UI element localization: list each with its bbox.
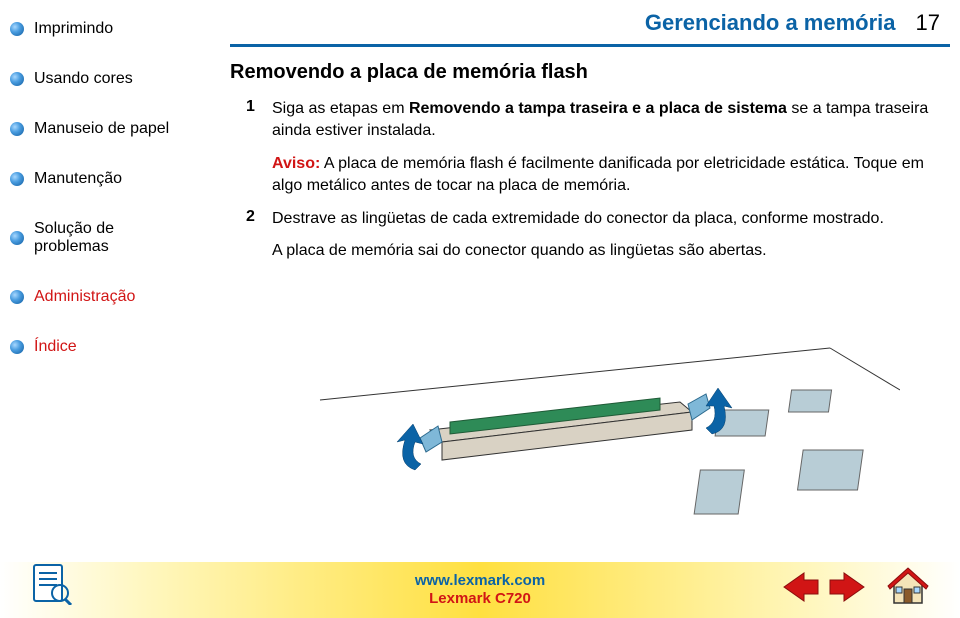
step-body: Siga as etapas em Removendo a tampa tras… [272,98,950,141]
warning-text: A placa de memória flash é facilmente da… [272,155,924,194]
step-body: Destrave as lingüetas de cada extremidad… [272,208,884,261]
footer-link[interactable]: www.lexmark.com [415,572,545,590]
page-number: 17 [916,10,940,36]
section-title: Removendo a placa de memória flash [230,61,950,84]
nav-label: Índice [34,338,77,356]
footer-center: www.lexmark.com Lexmark C720 [415,572,545,608]
bullet-icon [10,22,24,36]
sidebar: Imprimindo Usando cores Manuseio de pape… [0,0,220,618]
header-divider [230,44,950,47]
memory-board-illustration [260,330,900,530]
nav-label: Administração [34,288,135,306]
footer-product: Lexmark C720 [415,590,545,608]
step-number: 1 [246,98,262,116]
warning-label: Aviso: [272,155,320,172]
header-row: Gerenciando a memória 17 [230,10,950,36]
nav-solucao-problemas[interactable]: Solução de problemas [10,220,210,256]
step-1: 1 Siga as etapas em Removendo a tampa tr… [230,98,950,141]
nav-usando-cores[interactable]: Usando cores [10,70,210,88]
nav-label: Manuseio de papel [34,120,169,138]
nav-imprimindo[interactable]: Imprimindo [10,20,210,38]
step-number: 2 [246,208,262,226]
warning-block: Aviso: A placa de memória flash é facilm… [272,153,950,196]
step-2: 2 Destrave as lingüetas de cada extremid… [230,208,950,261]
bullet-icon [10,290,24,304]
home-button[interactable] [884,563,932,612]
bullet-icon [10,72,24,86]
step-prefix: Siga as etapas em [272,100,409,117]
footer: www.lexmark.com Lexmark C720 [0,562,960,618]
bullet-icon [10,231,24,245]
page-title: Gerenciando a memória [645,10,896,36]
nav-label: Usando cores [34,70,133,88]
step-after: A placa de memória sai do conector quand… [272,240,884,262]
step-text: Destrave as lingüetas de cada extremidad… [272,210,884,227]
nav-administracao[interactable]: Administração [10,288,210,306]
bullet-icon [10,340,24,354]
nav-manuseio-papel[interactable]: Manuseio de papel [10,120,210,138]
nav-label: Manutenção [34,170,122,188]
nav-manutencao[interactable]: Manutenção [10,170,210,188]
page-icon [28,561,72,610]
bullet-icon [10,122,24,136]
next-page-button[interactable] [828,571,868,608]
nav-label: Imprimindo [34,20,113,38]
nav-indice[interactable]: Índice [10,338,210,356]
link-removing-cover[interactable]: Removendo a tampa traseira e a placa de … [409,100,787,117]
nav-label: Solução de problemas [34,220,114,256]
bullet-icon [10,172,24,186]
prev-page-button[interactable] [780,571,820,608]
main-content: Gerenciando a memória 17 Removendo a pla… [230,10,950,274]
